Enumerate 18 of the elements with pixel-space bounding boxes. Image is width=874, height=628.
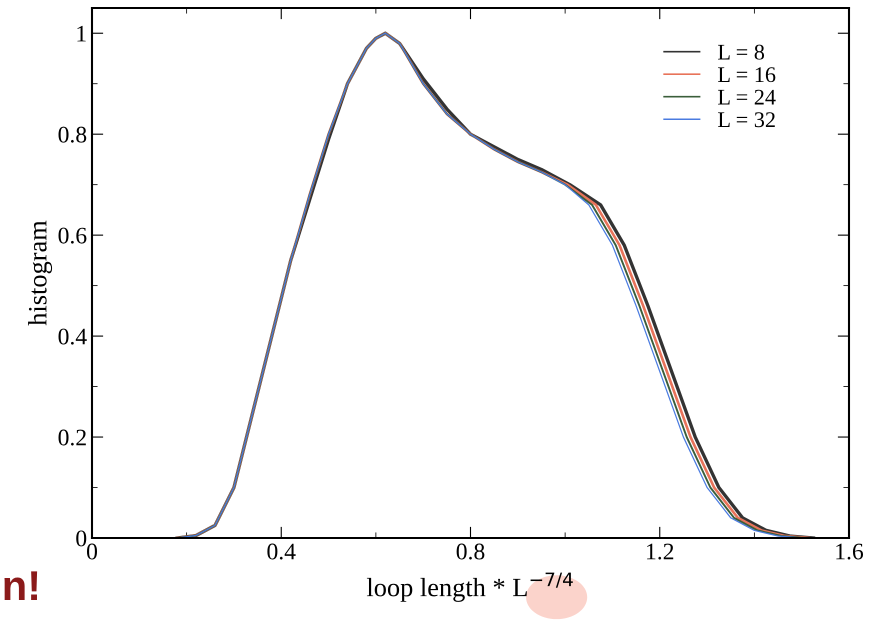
- x-tick-label: 1.2: [647, 544, 674, 560]
- y-tick-label: 0.4: [58, 328, 87, 345]
- y-axis-title: histogram: [28, 220, 52, 326]
- x-tick-label: 0: [86, 544, 98, 560]
- text: n!: [4, 571, 38, 600]
- y-tick-label: 0.2: [58, 430, 86, 446]
- legend-label: L = 16: [718, 67, 776, 82]
- y-tick-label: 1: [77, 26, 86, 42]
- legend-label: L = 8: [718, 44, 764, 60]
- x-tick-label: 0.4: [267, 544, 296, 560]
- y-tick-label: 0: [76, 530, 86, 546]
- x-tick-label: 1.6: [836, 544, 864, 560]
- y-tick-label: 0.8: [58, 126, 86, 143]
- legend-label: L = 32: [718, 112, 775, 128]
- x-axis-title: loop length * L$^{−7/4}$: [366, 572, 573, 602]
- legend-label: L = 24: [718, 90, 776, 104]
- y-tick-label: 0.6: [58, 228, 86, 244]
- x-tick-label: 0.8: [456, 544, 484, 560]
